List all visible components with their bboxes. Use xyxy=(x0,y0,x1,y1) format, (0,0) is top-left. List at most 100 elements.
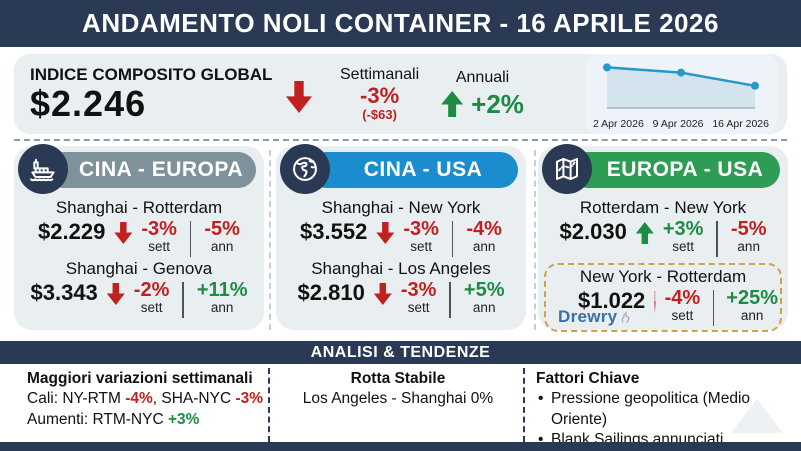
route-row: Shanghai - New York $3.552 -3% sett -4% an… xyxy=(276,198,526,257)
horizontal-divider xyxy=(14,139,787,141)
annual-pct: -4% xyxy=(466,218,502,240)
card-header-cina-usa: CINA - USA xyxy=(308,152,518,188)
annual-pct: +2% xyxy=(471,88,524,119)
card-europa-usa: EUROPA - USA Rotterdam - New York $2.030… xyxy=(538,144,788,332)
divider xyxy=(182,282,184,318)
weekly-pct: +3% xyxy=(662,218,704,240)
route-name: Shanghai - Rotterdam xyxy=(55,198,223,217)
header-bar: ANDAMENTO NOLI CONTAINER - 16 APRILE 202… xyxy=(0,0,801,47)
route-price: $2.810 xyxy=(297,280,365,305)
route-name: New York - Rotterdam xyxy=(579,267,747,286)
route-name: Shanghai - Los Angeles xyxy=(311,259,491,278)
drewry-logo: Drewry xyxy=(558,307,633,327)
card-header-europa-usa: EUROPA - USA xyxy=(570,152,780,188)
weekly-unit: sett xyxy=(671,308,694,323)
chart-label-2: 9 Apr 2026 xyxy=(652,118,704,130)
map-icon xyxy=(542,144,592,194)
route-row: Rotterdam - New York $2.030 +3% sett -5% a… xyxy=(538,198,788,257)
annual-unit: ann xyxy=(737,239,760,254)
chart-label-1: 2 Apr 2026 xyxy=(593,118,644,130)
weekly-unit: sett xyxy=(410,239,432,254)
annual-label: Annuali xyxy=(455,68,510,86)
divider xyxy=(451,221,454,257)
annual-pct: +25% xyxy=(726,287,778,309)
weekly-change: Settimanali -3% (-$63) xyxy=(340,66,419,122)
analysis-bar-title: ANALISI & TENDENZE xyxy=(310,343,491,361)
divider xyxy=(716,221,718,257)
global-index: INDICE COMPOSITO GLOBAL $2.246 xyxy=(30,65,280,123)
annual-trend-arrow-icon xyxy=(441,91,464,117)
weekly-pct: -2% xyxy=(133,279,170,301)
annual-change: Annuali +2% xyxy=(441,69,524,120)
index-trend-chart: 2 Apr 2026 9 Apr 2026 16 Apr 2026 xyxy=(585,54,777,134)
analysis-stable-route: Rotta Stabile Los Angeles - Shanghai 0% xyxy=(288,369,508,410)
vertical-divider xyxy=(269,150,271,330)
divider xyxy=(449,282,451,318)
route-name: Shanghai - New York xyxy=(321,198,481,217)
drewry-flame-icon xyxy=(622,311,630,323)
watermark-arrow xyxy=(731,399,783,433)
line-chart xyxy=(603,63,759,109)
globe-icon xyxy=(280,144,330,194)
route-price: $3.343 xyxy=(30,280,98,305)
ship-icon xyxy=(18,144,68,194)
global-index-value: $2.246 xyxy=(30,83,147,125)
weekly-pct: -3% xyxy=(141,218,177,240)
route-price: $3.552 xyxy=(300,219,368,244)
divider xyxy=(189,221,192,257)
annual-pct: -5% xyxy=(730,218,767,240)
route-row-highlighted: New York - Rotterdam $1.022 -4% sett +25%… xyxy=(544,263,782,332)
footer-bar xyxy=(0,442,801,451)
page-title: ANDAMENTO NOLI CONTAINER - 16 APRILE 202… xyxy=(82,8,719,38)
weekly-pct: -3% xyxy=(403,218,439,240)
annual-unit: ann xyxy=(472,300,496,315)
weekly-unit: sett xyxy=(140,300,163,315)
trend-arrow-icon xyxy=(376,222,395,244)
trend-arrow-icon xyxy=(373,283,392,305)
weekly-pct: -3% xyxy=(360,82,400,108)
annual-pct: -5% xyxy=(204,218,240,240)
route-price: $2.030 xyxy=(559,219,627,244)
route-price: $2.229 xyxy=(38,219,106,244)
trend-arrow-icon xyxy=(635,222,654,244)
annual-pct: +11% xyxy=(196,279,248,301)
annual-unit: ann xyxy=(740,308,764,323)
analysis-divider xyxy=(523,368,525,442)
route-row: Shanghai - Los Angeles $2.810 -3% sett +5… xyxy=(276,259,526,318)
global-index-label: INDICE COMPOSITO GLOBAL xyxy=(30,65,273,85)
stable-route-line: Los Angeles - Shanghai 0% xyxy=(302,390,494,408)
route-name: Shanghai - Genova xyxy=(65,259,213,278)
analysis-bar: ANALISI & TENDENZE xyxy=(0,341,801,364)
increases-line: Aumenti: RTM-NYC +3% xyxy=(27,410,200,428)
route-row: Shanghai - Genova $3.343 -2% sett +11% ann xyxy=(14,259,264,318)
annual-unit: ann xyxy=(210,239,234,254)
weekly-unit: sett xyxy=(672,239,694,254)
global-index-card: INDICE COMPOSITO GLOBAL $2.246 Settimana… xyxy=(14,54,787,134)
route-row: Shanghai - Rotterdam $2.229 -3% sett -5% a… xyxy=(14,198,264,257)
analysis-left-title: Maggiori variazioni settimanali xyxy=(27,370,253,387)
route-cards: CINA - EUROPA Shanghai - Rotterdam $2.22… xyxy=(14,144,788,332)
chart-x-labels: 2 Apr 2026 9 Apr 2026 16 Apr 2026 xyxy=(593,118,769,130)
card-header-cina-europa: CINA - EUROPA xyxy=(46,152,256,188)
key-factor-item: Pressione geopolitica (Medio Oriente) xyxy=(536,389,792,430)
declines-line: Cali: NY-RTM -4%, SHA-NYC -3% xyxy=(27,390,264,408)
trend-arrow-icon xyxy=(106,283,125,305)
route-price: $1.022 xyxy=(578,288,646,313)
card-cina-usa: CINA - USA Shanghai - New York $3.552 -3… xyxy=(276,144,526,330)
analysis-right-title: Fattori Chiave xyxy=(536,370,640,387)
annual-unit: ann xyxy=(472,239,496,254)
trend-arrow-icon xyxy=(654,291,656,313)
annual-pct: +5% xyxy=(463,279,505,301)
weekly-abs: (-$63) xyxy=(362,107,397,123)
chart-label-3: 16 Apr 2026 xyxy=(712,118,769,130)
weekly-pct: -4% xyxy=(664,287,701,309)
annual-unit: ann xyxy=(210,300,234,315)
weekly-trend-arrow-icon xyxy=(286,81,312,113)
weekly-unit: sett xyxy=(407,300,430,315)
card-cina-europa: CINA - EUROPA Shanghai - Rotterdam $2.22… xyxy=(14,144,264,330)
route-name: Rotterdam - New York xyxy=(579,198,747,217)
weekly-label: Settimanali xyxy=(340,65,420,83)
weekly-pct: -3% xyxy=(400,279,437,301)
analysis-weekly-changes: Maggiori variazioni settimanali Cali: NY… xyxy=(27,369,265,430)
analysis-divider xyxy=(268,368,270,442)
